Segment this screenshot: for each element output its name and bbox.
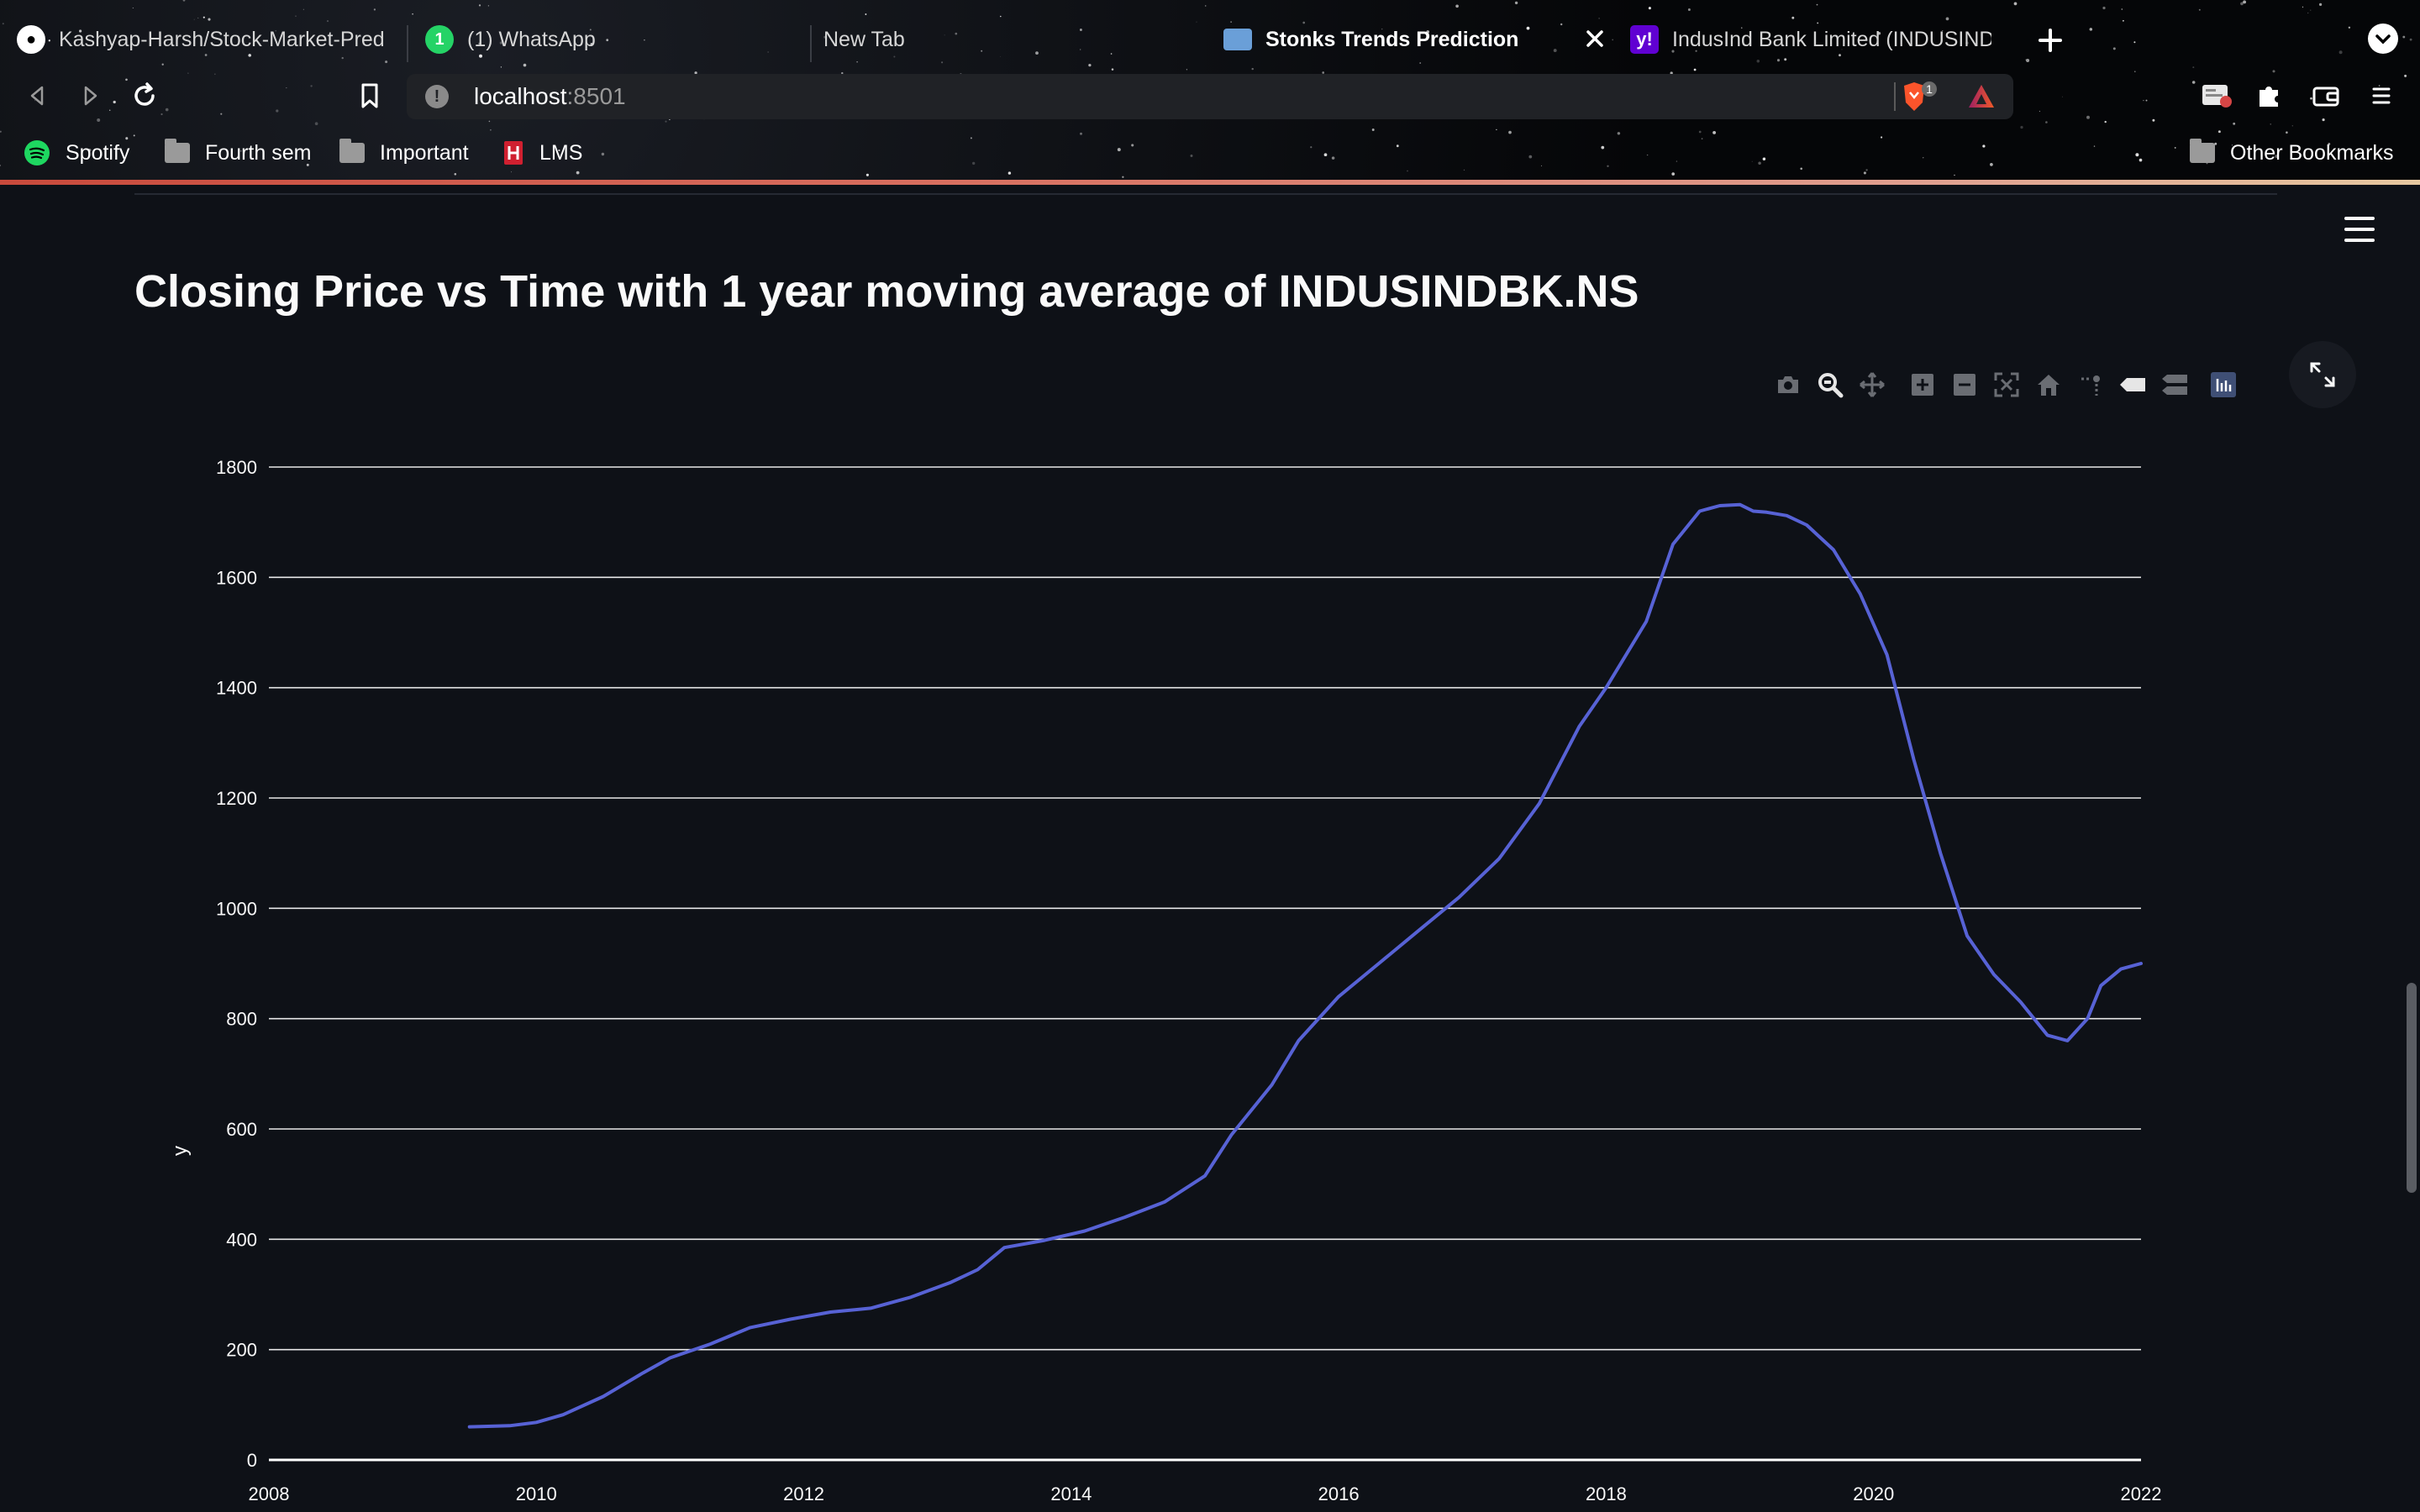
tab-search-chevron-icon[interactable] [2368, 24, 2398, 54]
tab-title: (1) WhatsApp [467, 27, 596, 51]
page-scrollbar[interactable] [2407, 983, 2417, 1193]
tab-separator [407, 25, 408, 62]
y-tick-label: 1000 [216, 898, 257, 919]
moving-average-line [467, 502, 2143, 1429]
plotly-modebar [1773, 363, 2238, 407]
brave-shield-icon[interactable]: 1 [1901, 81, 1938, 118]
y-tick-label: 1600 [216, 567, 257, 588]
bookmarks-bar: Spotify Fourth sem Important LMS Other B… [0, 133, 2420, 173]
whatsapp-icon: 1 [425, 25, 454, 54]
bookmark-page-icon[interactable] [350, 76, 390, 116]
browser-toolbar: ! localhost:8501 1 [0, 74, 2420, 119]
x-tick-label: 2008 [249, 1483, 290, 1504]
close-tab-icon[interactable] [1580, 24, 1610, 54]
x-tick-label: 2012 [783, 1483, 824, 1504]
x-tick-label: 2022 [2121, 1483, 2162, 1504]
folder-icon [2190, 139, 2215, 163]
brave-rewards-icon[interactable] [1966, 82, 1996, 115]
back-icon[interactable] [17, 76, 57, 116]
zoom-in-icon[interactable] [1907, 370, 1938, 400]
folder-icon [165, 139, 190, 163]
other-bookmarks[interactable]: Other Bookmarks [2190, 133, 2394, 173]
site-info-icon[interactable]: ! [425, 85, 449, 108]
camera-icon[interactable] [1773, 370, 1803, 400]
grid-lines [269, 466, 2141, 1462]
bookmark-label: Important [380, 140, 469, 165]
tab-whatsapp[interactable]: 1 (1) WhatsApp [408, 12, 808, 67]
url-host: localhost [474, 83, 567, 109]
pan-icon[interactable] [1857, 370, 1887, 400]
tab-title: IndusInd Bank Limited (INDUSINDB [1672, 27, 1991, 51]
tab-title: Stonks Trends Prediction [1265, 27, 1519, 51]
folder-icon [339, 139, 365, 163]
y-tick-label: 1200 [216, 788, 257, 809]
y-tick-label: 600 [226, 1119, 257, 1140]
url-port: :8501 [566, 83, 626, 109]
translate-icon[interactable] [2196, 76, 2237, 116]
zoom-icon[interactable] [1815, 370, 1845, 400]
shield-badge: 1 [1926, 82, 1933, 96]
hover-compare-icon[interactable] [2160, 370, 2190, 400]
address-bar[interactable]: ! localhost:8501 1 [407, 74, 2013, 119]
y-axis-label: y [169, 1146, 192, 1156]
tab-new-tab[interactable]: New Tab [807, 12, 1210, 67]
fullscreen-expand-icon[interactable] [2289, 341, 2356, 408]
autoscale-icon[interactable] [1991, 370, 2022, 400]
whatsapp-badge: 1 [434, 29, 445, 49]
tab-separator [810, 25, 812, 62]
lms-icon [504, 141, 523, 165]
tab-title: New Tab [823, 27, 905, 51]
x-tick-label: 2010 [516, 1483, 557, 1504]
x-tick-label: 2018 [1586, 1483, 1627, 1504]
bookmark-lms[interactable]: LMS [502, 133, 582, 173]
y-tick-label: 800 [226, 1009, 257, 1030]
bookmark-important[interactable]: Important [339, 133, 469, 173]
x-tick-label: 2014 [1050, 1483, 1092, 1504]
y-tick-label: 1400 [216, 678, 257, 699]
tab-content-accent-bar [0, 180, 2420, 185]
tab-title: Kashyap-Harsh/Stock-Market-Pred [59, 27, 385, 51]
x-axis-ticks: 2008 2010 2012 2014 2016 2018 2020 2022 [249, 1483, 2162, 1504]
wallet-icon[interactable] [2306, 76, 2346, 116]
reload-icon[interactable] [124, 76, 165, 116]
page-title: Closing Price vs Time with 1 year moving… [134, 266, 1639, 317]
yahoo-icon: y! [1630, 25, 1659, 54]
other-bookmarks-label: Other Bookmarks [2230, 140, 2394, 165]
github-icon: ● [17, 25, 45, 54]
browser-menu-icon[interactable] [2361, 76, 2402, 116]
tab-strip: ● Kashyap-Harsh/Stock-Market-Pred 1 (1) … [0, 0, 2420, 77]
address-bar-divider [1894, 82, 1896, 111]
y-tick-label: 400 [226, 1229, 257, 1250]
forward-icon[interactable] [71, 76, 111, 116]
spotify-icon [24, 140, 50, 165]
streamlit-app: Closing Price vs Time with 1 year moving… [0, 185, 2420, 1512]
zoom-out-icon[interactable] [1949, 370, 1980, 400]
hover-closest-icon[interactable] [2118, 370, 2148, 400]
bookmark-label: LMS [539, 140, 583, 165]
browser-chrome: ● Kashyap-Harsh/Stock-Market-Pred 1 (1) … [0, 0, 2420, 185]
tab-github[interactable]: ● Kashyap-Harsh/Stock-Market-Pred [0, 12, 405, 67]
header-divider [134, 193, 2277, 195]
bookmark-fourth-sem[interactable]: Fourth sem [165, 133, 311, 173]
y-tick-label: 0 [247, 1450, 257, 1471]
app-menu-icon[interactable] [2344, 217, 2375, 242]
bookmark-spotify[interactable]: Spotify [24, 133, 129, 173]
reset-axes-home-icon[interactable] [2033, 370, 2064, 400]
spike-lines-icon[interactable] [2075, 370, 2106, 400]
y-tick-label: 200 [226, 1340, 257, 1361]
new-tab-plus-icon[interactable] [2033, 24, 2067, 57]
extensions-puzzle-icon[interactable] [2249, 76, 2289, 116]
laptop-icon [1223, 29, 1252, 50]
plotly-logo-icon[interactable] [2208, 370, 2238, 400]
bookmark-label: Fourth sem [205, 140, 312, 165]
tab-stonks-trends-prediction[interactable]: Stonks Trends Prediction [1207, 12, 1627, 67]
series-layer [467, 502, 2143, 1429]
bookmark-label: Spotify [66, 140, 130, 165]
tab-indusind-yahoo[interactable]: y! IndusInd Bank Limited (INDUSINDB [1613, 12, 2008, 67]
x-tick-label: 2020 [1853, 1483, 1894, 1504]
y-tick-label: 1800 [216, 457, 257, 478]
y-axis-ticks: 0 200 400 600 800 1000 1200 1400 1600 1800 [216, 457, 257, 1471]
x-tick-label: 2016 [1318, 1483, 1360, 1504]
